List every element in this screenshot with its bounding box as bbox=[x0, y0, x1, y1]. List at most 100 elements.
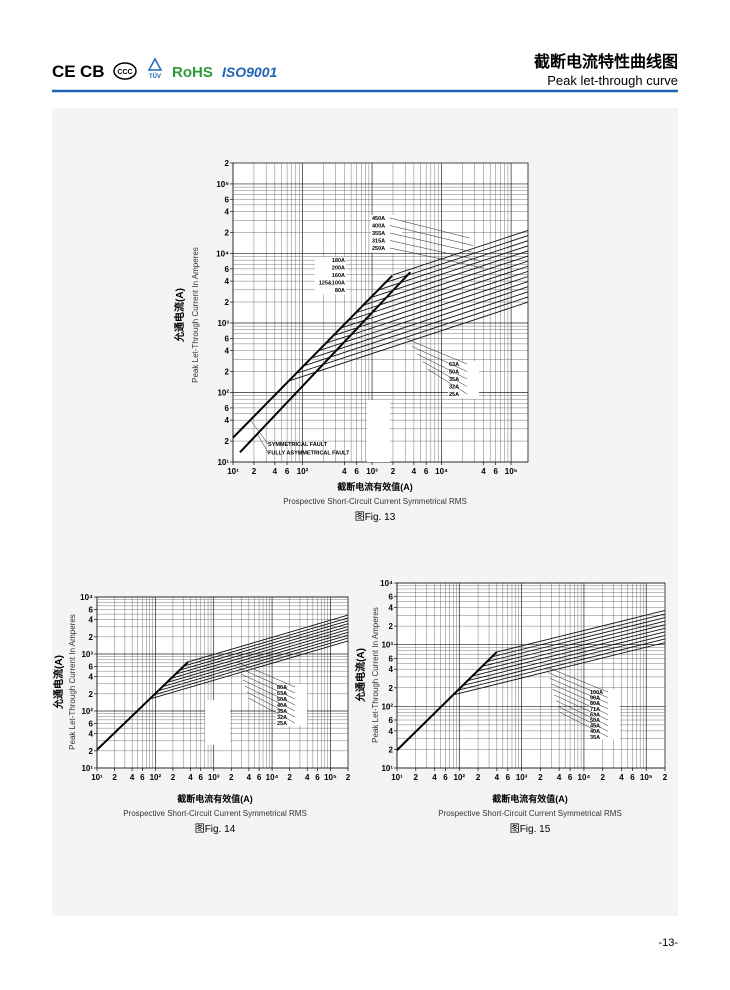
x-tick-label: 10² bbox=[297, 467, 309, 476]
let-through-curve bbox=[482, 620, 666, 667]
fault-curve bbox=[239, 271, 412, 453]
let-through-curve bbox=[175, 623, 349, 675]
x-tick-label: 4 bbox=[619, 773, 624, 782]
curve-label: 90A bbox=[590, 696, 600, 702]
curve-label: 50A bbox=[277, 697, 287, 703]
x-tick-label: 6 bbox=[257, 773, 262, 782]
label-leader bbox=[546, 666, 609, 693]
y-tick-label: 6 bbox=[225, 404, 230, 413]
x-tick-label: 10² bbox=[150, 773, 162, 782]
let-through-curve bbox=[370, 245, 529, 299]
curve-label-bg bbox=[315, 272, 346, 280]
x-tick-label: 2 bbox=[252, 467, 257, 476]
curve-label-bg bbox=[371, 230, 402, 238]
y-tick-label: 10⁴ bbox=[380, 579, 393, 588]
curve-label-bg bbox=[448, 368, 479, 376]
fault-curve bbox=[396, 651, 498, 751]
y-tick-label: 2 bbox=[89, 690, 94, 699]
x-tick-label: 6 bbox=[506, 773, 511, 782]
curve-label: 355A bbox=[372, 231, 385, 237]
logo-ccc: CCC bbox=[117, 69, 132, 76]
y-tick-label: 10³ bbox=[81, 650, 93, 659]
x-tick-label: 10¹ bbox=[391, 773, 403, 782]
label-leader bbox=[417, 353, 468, 380]
y-tick-label: 6 bbox=[89, 663, 94, 672]
y-tick-label: 4 bbox=[225, 208, 230, 217]
x-tick-label: 10³ bbox=[366, 467, 378, 476]
curve-label: 200A bbox=[332, 266, 345, 272]
let-through-curve bbox=[157, 634, 349, 692]
x-axis-title-cn: 截断电流有效值(A) bbox=[492, 793, 568, 804]
curve-label: 160A bbox=[332, 273, 345, 279]
figure-caption: 图Fig. 15 bbox=[510, 823, 551, 835]
logo-tuv: TÜV bbox=[149, 73, 161, 80]
fault-curve bbox=[232, 274, 393, 439]
y-axis-title-cn: 允通电流(A) bbox=[354, 648, 367, 703]
curve-label: 35A bbox=[449, 377, 459, 383]
x-tick-label: 4 bbox=[305, 773, 310, 782]
label-leader bbox=[422, 361, 468, 387]
x-tick-label: 10⁴ bbox=[266, 773, 279, 782]
x-tick-label: 2 bbox=[287, 773, 292, 782]
y-tick-label: 6 bbox=[389, 654, 394, 663]
y-tick-label: 6 bbox=[89, 720, 94, 729]
curve-label-bg bbox=[448, 376, 479, 384]
curve-label: 400A bbox=[372, 224, 385, 230]
curve-label: 180A bbox=[332, 258, 345, 264]
label-leader bbox=[549, 677, 609, 704]
curve-label-bg bbox=[589, 700, 620, 706]
let-through-curve bbox=[340, 265, 529, 329]
label-leader bbox=[411, 346, 468, 372]
y-tick-label: 4 bbox=[89, 730, 94, 739]
y-axis-title-cn: 允通电流(A) bbox=[52, 655, 65, 710]
label-leader bbox=[248, 697, 296, 724]
y-tick-label: 4 bbox=[225, 277, 230, 286]
x-tick-label: 4 bbox=[247, 773, 252, 782]
fault-leader bbox=[257, 433, 269, 453]
curve-label-bg bbox=[315, 264, 346, 272]
y-tick-label: 2 bbox=[89, 633, 94, 642]
y-tick-label: 4 bbox=[89, 673, 94, 682]
curve-label: 71A bbox=[590, 707, 600, 713]
x-tick-label: 10³ bbox=[208, 773, 220, 782]
fault-label: SYMMETRICAL FAULT bbox=[268, 442, 328, 448]
y-tick-label: 2 bbox=[225, 159, 230, 168]
blank-patch bbox=[205, 700, 230, 745]
y-tick-label: 10³ bbox=[217, 319, 229, 328]
label-leader bbox=[558, 711, 609, 738]
x-tick-label: 2 bbox=[414, 773, 419, 782]
y-tick-label: 2 bbox=[89, 747, 94, 756]
logo-ce: CE bbox=[52, 62, 76, 81]
let-through-curve bbox=[377, 240, 529, 291]
x-tick-label: 10³ bbox=[516, 773, 528, 782]
x-tick-label: 4 bbox=[342, 467, 347, 476]
curve-label-bg bbox=[371, 222, 402, 230]
curve-label: 50A bbox=[590, 718, 600, 724]
let-through-curve bbox=[355, 255, 529, 314]
curve-label: 32A bbox=[449, 385, 459, 391]
x-tick-label: 10⁴ bbox=[578, 773, 591, 782]
curve-label-bg bbox=[276, 684, 307, 690]
x-tick-label: 4 bbox=[412, 467, 417, 476]
let-through-curve bbox=[166, 629, 349, 684]
let-through-curve bbox=[153, 637, 349, 696]
x-tick-label: 6 bbox=[443, 773, 448, 782]
x-tick-label: 10⁵ bbox=[505, 467, 518, 476]
y-tick-label: 10⁴ bbox=[216, 249, 229, 258]
let-through-curve bbox=[392, 229, 529, 276]
label-leader bbox=[240, 673, 296, 700]
curve-label: 450A bbox=[372, 216, 385, 222]
y-tick-label: 6 bbox=[389, 593, 394, 602]
let-through-curve bbox=[348, 260, 529, 321]
x-tick-label: 6 bbox=[315, 773, 320, 782]
x-tick-label: 6 bbox=[140, 773, 145, 782]
blank-patch bbox=[367, 400, 390, 462]
curve-label-bg bbox=[589, 728, 620, 734]
y-tick-label: 10⁵ bbox=[216, 180, 229, 189]
label-leader bbox=[555, 700, 609, 726]
y-tick-label: 10¹ bbox=[381, 764, 393, 773]
label-leader bbox=[242, 679, 296, 706]
x-tick-label: 10² bbox=[454, 773, 466, 782]
curve-label: 250A bbox=[372, 246, 385, 252]
